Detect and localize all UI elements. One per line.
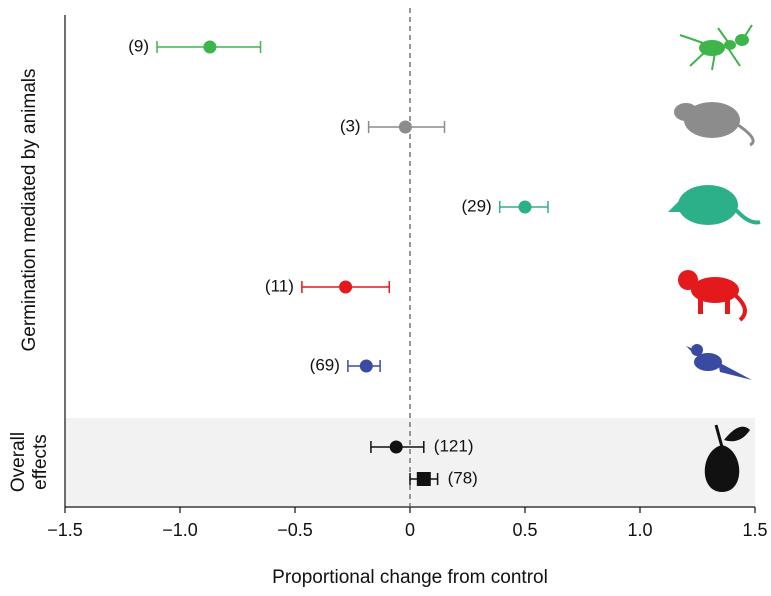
opossum-icon [668, 185, 761, 225]
point [339, 280, 353, 294]
n-label: (69) [310, 355, 340, 374]
ant-icon [679, 24, 753, 71]
fruit-icon [704, 424, 750, 492]
x-axis-title: Proportional change from control [272, 567, 548, 588]
group-label: Germination mediated by animals [19, 68, 40, 351]
point [359, 359, 373, 373]
n-label: (11) [265, 276, 294, 295]
n-label: (78) [448, 468, 478, 487]
x-tick-label: 1.0 [627, 520, 652, 540]
rat-icon [674, 102, 755, 147]
x-tick-label: −1.5 [47, 520, 83, 540]
x-tick-label: 0.5 [512, 520, 537, 540]
point [203, 40, 217, 54]
x-tick-label: −1.0 [162, 520, 198, 540]
x-tick-label: 1.5 [742, 520, 767, 540]
point [389, 440, 403, 454]
point [416, 472, 431, 486]
bird-icon [686, 344, 752, 380]
group-label: effects [30, 434, 51, 490]
n-label: (3) [340, 116, 361, 135]
n-label: (29) [461, 196, 491, 215]
icons [668, 24, 761, 492]
x-tick-label: −0.5 [277, 520, 313, 540]
monkey-icon [678, 270, 747, 322]
point [518, 200, 532, 214]
group-label: Overall [8, 432, 29, 492]
point [398, 120, 412, 134]
x-tick-label: 0 [405, 520, 415, 540]
n-label: (121) [434, 436, 474, 455]
n-label: (9) [128, 36, 149, 55]
